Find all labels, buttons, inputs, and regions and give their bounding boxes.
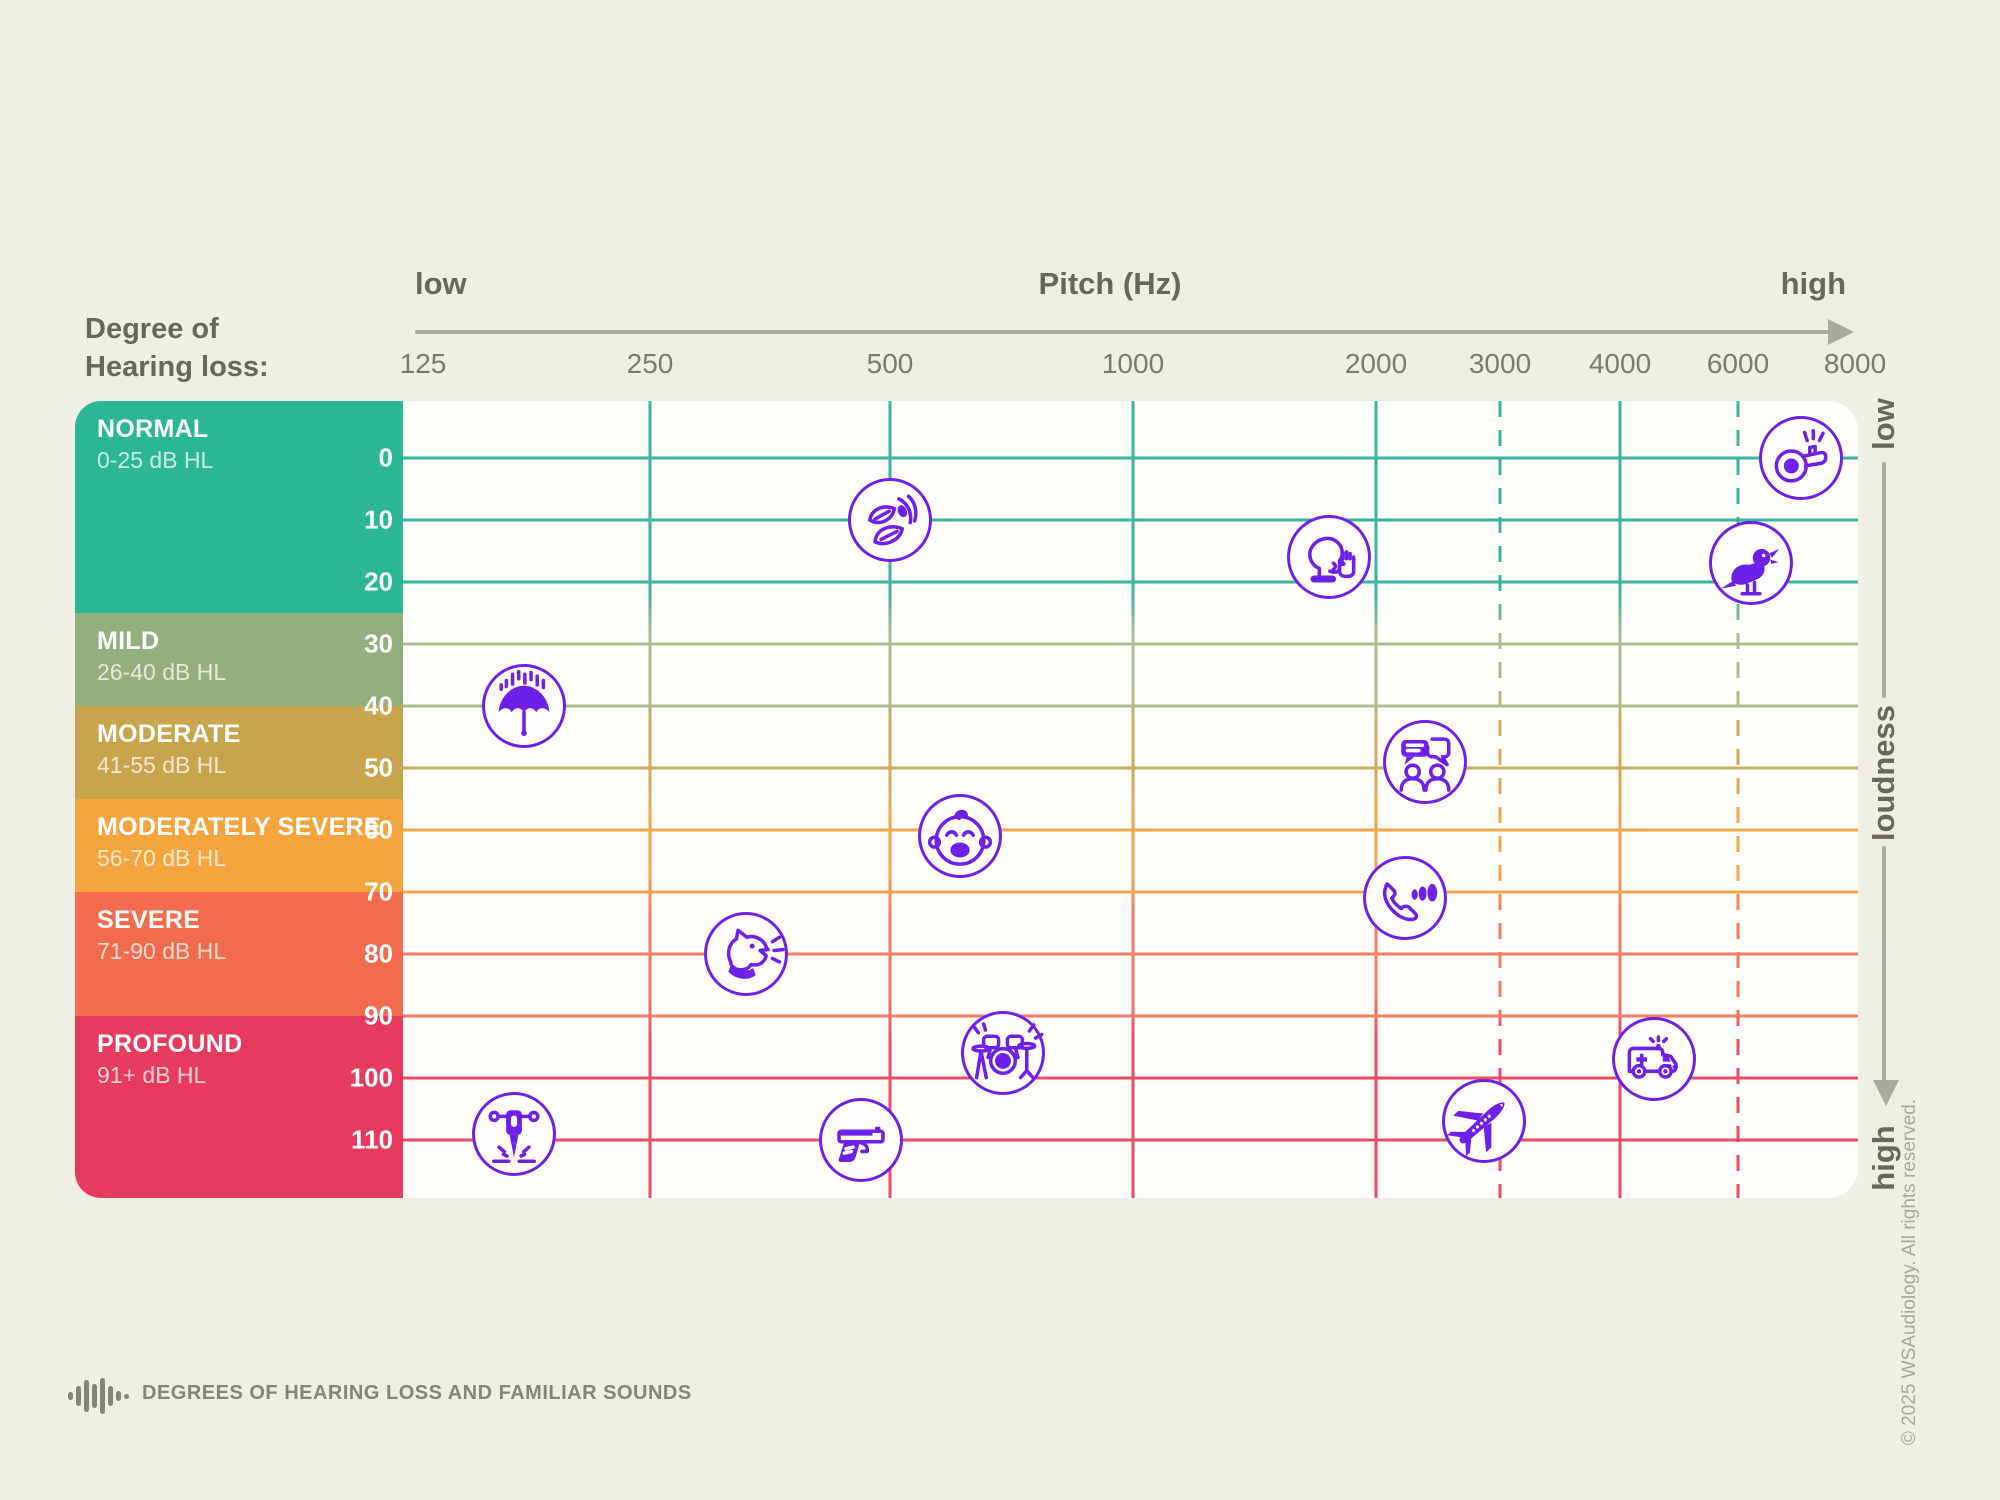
sound-conversation-icon bbox=[1381, 718, 1469, 806]
copyright-text: © 2025 WSAudiology. All rights reserved. bbox=[1899, 1098, 1920, 1446]
pitch-tick-250: 250 bbox=[626, 348, 674, 379]
sound-ambulance-icon bbox=[1610, 1015, 1698, 1103]
band-moderately-severe: MODERATELY SEVERE 56-70 dB HL bbox=[75, 799, 403, 892]
sound-airplane-icon bbox=[1440, 1077, 1528, 1165]
bird-icon bbox=[1709, 521, 1794, 606]
band-severe: SEVERE 71-90 dB HL bbox=[75, 892, 403, 1016]
pitch-tick-6000: 6000 bbox=[1706, 348, 1770, 379]
band-name: MODERATE bbox=[97, 720, 241, 748]
sound-dog-barking-icon bbox=[702, 910, 790, 998]
sound-whistle-icon bbox=[1757, 414, 1845, 502]
pitch-axis-title: Pitch (Hz) bbox=[1038, 266, 1182, 301]
drums-icon bbox=[960, 1011, 1045, 1096]
sound-bird-icon bbox=[1707, 519, 1795, 607]
pitch-tick-3000: 3000 bbox=[1468, 348, 1532, 379]
db-tick-80: 80 bbox=[364, 938, 393, 969]
db-tick-60: 60 bbox=[364, 814, 393, 845]
infographic-title: DEGREES OF HEARING LOSS AND FAMILIAR SOU… bbox=[142, 1382, 692, 1404]
pitch-tick-2000: 2000 bbox=[1344, 348, 1408, 379]
band-name: SEVERE bbox=[97, 906, 201, 934]
loudness-axis-line-upper bbox=[1882, 462, 1886, 698]
db-tick-30: 30 bbox=[364, 628, 393, 659]
pitch-axis-arrowhead bbox=[1828, 319, 1854, 345]
band-range: 56-70 dB HL bbox=[97, 845, 227, 871]
sound-whisper-icon bbox=[1285, 513, 1373, 601]
band-range: 0-25 dB HL bbox=[97, 447, 214, 473]
pitch-high-label: high bbox=[1780, 266, 1846, 301]
band-name: MILD bbox=[97, 627, 160, 655]
loudness-axis-line-lower bbox=[1882, 846, 1886, 1082]
db-tick-100: 100 bbox=[349, 1062, 393, 1093]
db-tick-10: 10 bbox=[364, 504, 393, 535]
band-name: NORMAL bbox=[97, 415, 209, 443]
band-range: 26-40 dB HL bbox=[97, 659, 227, 685]
airplane-icon bbox=[1442, 1079, 1527, 1164]
loudness-axis-title: loudness bbox=[1866, 704, 1901, 842]
band-range: 71-90 dB HL bbox=[97, 938, 227, 964]
db-tick-0: 0 bbox=[378, 442, 393, 473]
db-tick-40: 40 bbox=[364, 690, 393, 721]
band-range: 41-55 dB HL bbox=[97, 752, 227, 778]
umbrella-rain-icon bbox=[481, 664, 566, 748]
phone-icon bbox=[1363, 856, 1448, 941]
band-moderate: MODERATE 41-55 dB HL bbox=[75, 706, 403, 799]
sound-jackhammer-icon bbox=[470, 1090, 558, 1178]
sound-gun-icon bbox=[817, 1096, 905, 1184]
pitch-tick-500: 500 bbox=[866, 348, 914, 379]
db-tick-90: 90 bbox=[364, 1000, 393, 1031]
chart-grid bbox=[403, 401, 1858, 1198]
dog-barking-icon bbox=[704, 912, 789, 996]
pitch-tick-4000: 4000 bbox=[1588, 348, 1652, 379]
loudness-high-label: high bbox=[1866, 1125, 1901, 1191]
baby-crying-icon bbox=[917, 794, 1002, 879]
sound-leaves-icon bbox=[846, 476, 934, 564]
db-tick-70: 70 bbox=[364, 876, 393, 907]
sidebar-heading-line2: Hearing loss: bbox=[85, 351, 269, 383]
band-normal: NORMAL 0-25 dB HL bbox=[75, 401, 403, 613]
sidebar-heading: Degree of Hearing loss: bbox=[85, 310, 269, 386]
conversation-icon bbox=[1383, 719, 1468, 804]
sound-phone-icon bbox=[1361, 854, 1449, 942]
whisper-icon bbox=[1287, 515, 1372, 600]
db-tick-110: 110 bbox=[351, 1124, 393, 1155]
hearing-loss-bands: NORMAL 0-25 dB HL MILD 26-40 dB HL MODERATE 4… bbox=[75, 401, 403, 1198]
band-range: 91+ dB HL bbox=[97, 1062, 207, 1088]
ambulance-icon bbox=[1612, 1017, 1697, 1102]
band-name: PROFOUND bbox=[97, 1030, 243, 1058]
pitch-tick-1000: 1000 bbox=[1101, 348, 1165, 379]
band-name: MODERATELY SEVERE bbox=[97, 813, 381, 841]
sound-drums-icon bbox=[959, 1009, 1047, 1097]
db-tick-50: 50 bbox=[364, 752, 393, 783]
whistle-icon bbox=[1758, 416, 1843, 500]
loudness-low-label: low bbox=[1866, 398, 1901, 450]
gun-icon bbox=[819, 1098, 904, 1182]
pitch-axis-line bbox=[415, 330, 1833, 334]
band-profound: PROFOUND 91+ dB HL bbox=[75, 1016, 403, 1198]
band-mild: MILD 26-40 dB HL bbox=[75, 613, 403, 706]
db-tick-20: 20 bbox=[364, 566, 393, 597]
pitch-low-label: low bbox=[415, 266, 467, 301]
sound-baby-crying-icon bbox=[916, 792, 1004, 880]
jackhammer-icon bbox=[471, 1091, 556, 1176]
leaves-icon bbox=[848, 478, 932, 562]
pitch-tick-8000: 8000 bbox=[1823, 348, 1887, 379]
sound-wave-logo-icon bbox=[68, 1378, 129, 1414]
pitch-tick-125: 125 bbox=[399, 348, 447, 379]
sidebar-heading-line1: Degree of bbox=[85, 313, 219, 345]
loudness-axis-arrowhead bbox=[1873, 1080, 1899, 1106]
sound-umbrella-rain-icon bbox=[480, 662, 568, 750]
